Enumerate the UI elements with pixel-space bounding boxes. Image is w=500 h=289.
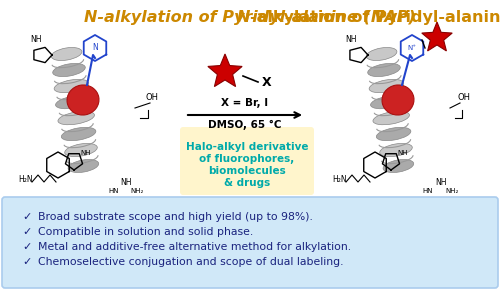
Text: N⁺: N⁺ <box>408 45 416 51</box>
Text: OH: OH <box>458 93 471 102</box>
Text: & drugs: & drugs <box>224 178 270 188</box>
Text: ✓: ✓ <box>22 212 32 222</box>
Text: N-alkylation of Pyridyl-alanine (NAP): N-alkylation of Pyridyl-alanine (NAP) <box>84 10 416 25</box>
Text: Broad substrate scope and high yield (up to 98%).: Broad substrate scope and high yield (up… <box>38 212 313 222</box>
Ellipse shape <box>52 47 82 60</box>
Ellipse shape <box>380 143 412 157</box>
Ellipse shape <box>376 127 411 141</box>
Text: ✓: ✓ <box>22 227 32 237</box>
Text: NH: NH <box>435 178 446 187</box>
Text: N: N <box>236 10 250 25</box>
Text: N: N <box>92 44 98 53</box>
Text: ✓: ✓ <box>22 242 32 252</box>
Text: NH₂: NH₂ <box>445 188 458 194</box>
Ellipse shape <box>62 127 96 141</box>
Text: DMSO, 65 °C: DMSO, 65 °C <box>208 120 282 130</box>
Polygon shape <box>208 54 242 87</box>
Ellipse shape <box>68 160 98 173</box>
Ellipse shape <box>383 160 414 173</box>
Text: HN: HN <box>108 188 118 194</box>
Text: Metal and additive-free alternative method for alkylation.: Metal and additive-free alternative meth… <box>38 242 351 252</box>
Text: X: X <box>262 75 272 88</box>
Ellipse shape <box>67 85 99 115</box>
Text: NH₂: NH₂ <box>130 188 143 194</box>
Ellipse shape <box>52 63 86 77</box>
Ellipse shape <box>369 79 404 93</box>
Text: ✓: ✓ <box>22 257 32 267</box>
Polygon shape <box>422 22 452 51</box>
Text: H₂N: H₂N <box>18 175 32 184</box>
FancyBboxPatch shape <box>180 127 314 195</box>
Ellipse shape <box>64 143 98 157</box>
FancyBboxPatch shape <box>2 197 498 288</box>
Text: NH: NH <box>120 178 132 187</box>
Text: OH: OH <box>145 93 158 102</box>
Text: HN: HN <box>422 188 432 194</box>
Text: X = Br, I: X = Br, I <box>222 98 268 108</box>
Text: Compatible in solution and solid phase.: Compatible in solution and solid phase. <box>38 227 254 237</box>
Ellipse shape <box>373 111 410 125</box>
Text: biomolecules: biomolecules <box>208 166 286 176</box>
Ellipse shape <box>382 85 414 115</box>
Text: H₂N: H₂N <box>332 175 346 184</box>
Ellipse shape <box>366 47 397 60</box>
Ellipse shape <box>56 95 92 109</box>
Text: NH: NH <box>80 150 90 156</box>
Ellipse shape <box>370 95 407 109</box>
Text: NH: NH <box>30 35 42 44</box>
Ellipse shape <box>58 111 94 125</box>
Ellipse shape <box>368 63 400 77</box>
Text: of fluorophores,: of fluorophores, <box>200 154 294 164</box>
Text: Chemoselective conjugation and scope of dual labeling.: Chemoselective conjugation and scope of … <box>38 257 344 267</box>
Text: Halo-alkyl derivative: Halo-alkyl derivative <box>186 142 308 152</box>
Text: -alkylation of Pyridyl-alanine (NAP): -alkylation of Pyridyl-alanine (NAP) <box>250 10 500 25</box>
Text: NH: NH <box>345 35 356 44</box>
Text: NH: NH <box>397 150 407 156</box>
Ellipse shape <box>54 79 88 93</box>
